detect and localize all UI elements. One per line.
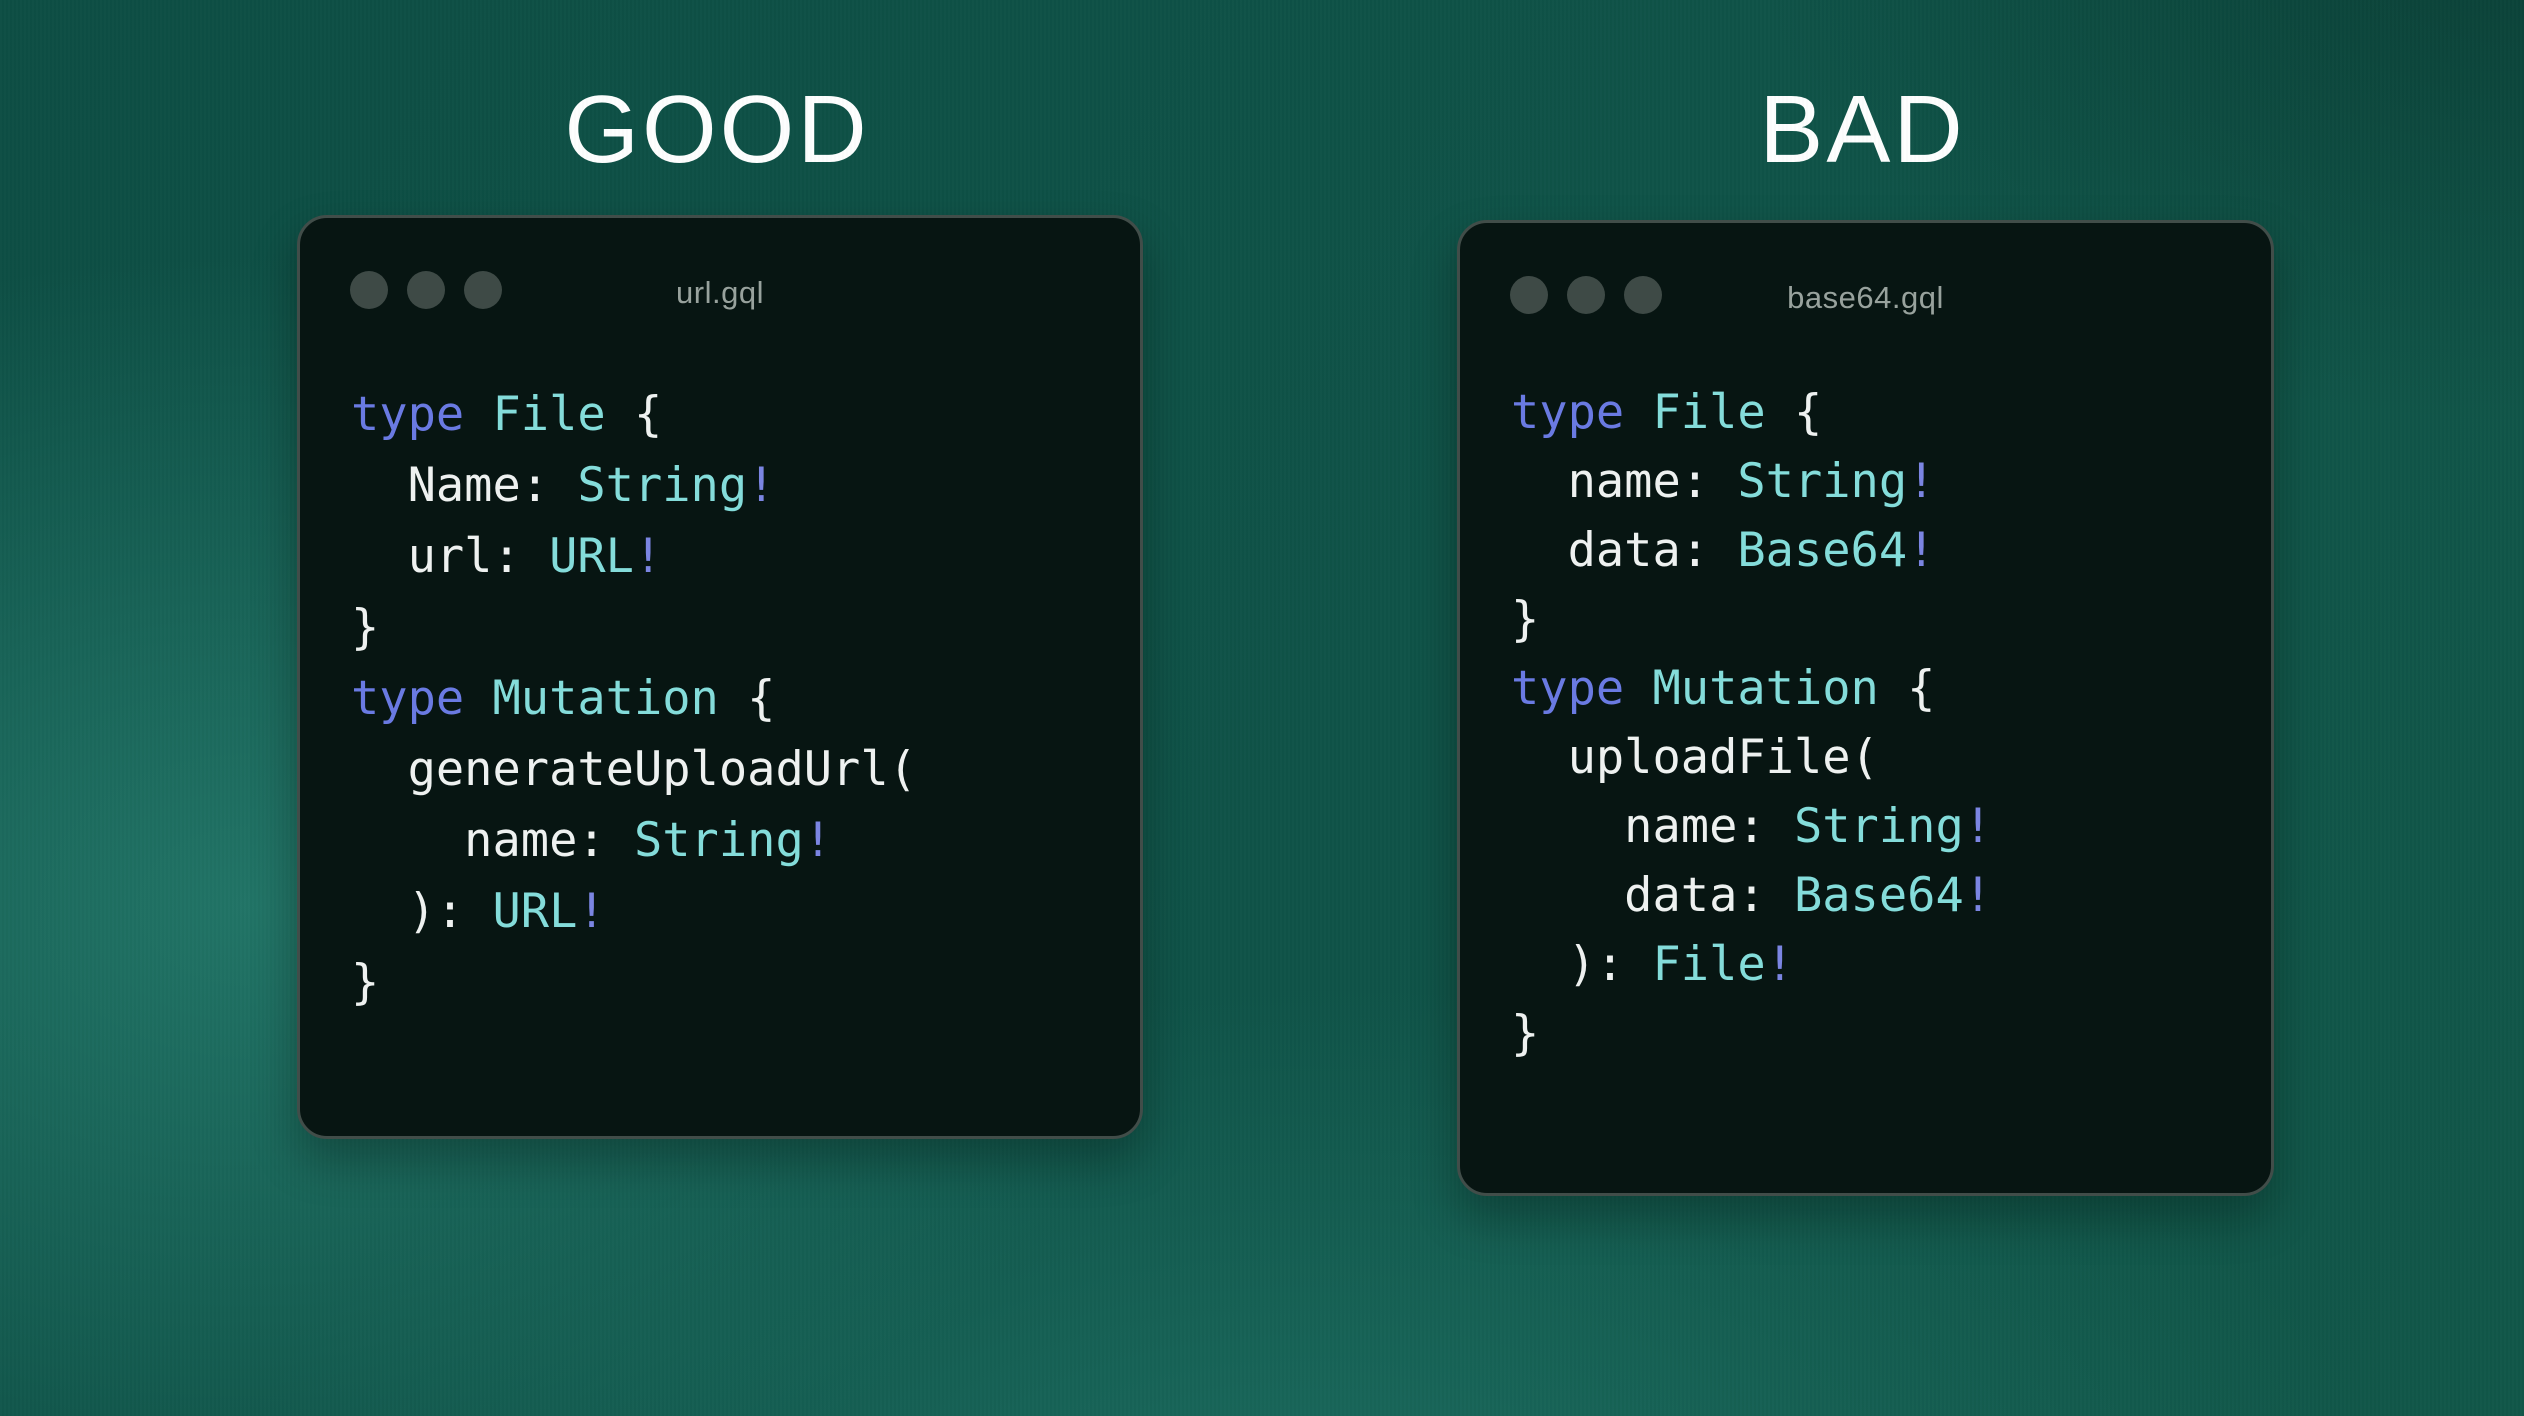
code-line: type File { <box>351 387 663 442</box>
code-block-good: type File { Name: String! url: URL!} type… <box>351 379 1120 1018</box>
code-line: } <box>351 600 380 655</box>
code-line: generateUploadUrl( <box>351 742 917 797</box>
filename-label: base64.gql <box>1787 280 1944 315</box>
code-block-bad: type File { name: String! data: Base64!}… <box>1511 378 2251 1068</box>
code-line: type Mutation { <box>1511 661 1936 716</box>
window-dots <box>350 271 502 309</box>
code-line: ): File! <box>1511 937 1794 992</box>
code-line: Name: String! <box>351 458 776 513</box>
window-dots <box>1510 276 1662 314</box>
code-line: } <box>1511 592 1540 647</box>
code-line: type File { <box>1511 385 1823 440</box>
code-line: url: URL! <box>351 529 663 584</box>
code-line: name: String! <box>1511 454 1936 509</box>
code-line: name: String! <box>1511 799 1993 854</box>
title-good: GOOD <box>564 76 870 183</box>
code-line: } <box>351 955 380 1010</box>
window-dot-icon <box>350 271 388 309</box>
window-dot-icon <box>1510 276 1548 314</box>
window-dot-icon <box>1624 276 1662 314</box>
code-window-good: url.gql type File { Name: String! url: U… <box>297 215 1143 1139</box>
filename-label: url.gql <box>676 275 764 310</box>
code-line: type Mutation { <box>351 671 776 726</box>
title-bad: BAD <box>1759 76 1966 183</box>
window-dot-icon <box>464 271 502 309</box>
code-line: } <box>1511 1006 1540 1061</box>
code-line: data: Base64! <box>1511 523 1936 578</box>
window-dot-icon <box>1567 276 1605 314</box>
code-line: name: String! <box>351 813 833 868</box>
code-line: ): URL! <box>351 884 606 939</box>
code-window-bad: base64.gql type File { name: String! dat… <box>1457 220 2274 1196</box>
code-line: uploadFile( <box>1511 730 1879 785</box>
code-line: data: Base64! <box>1511 868 1993 923</box>
window-dot-icon <box>407 271 445 309</box>
